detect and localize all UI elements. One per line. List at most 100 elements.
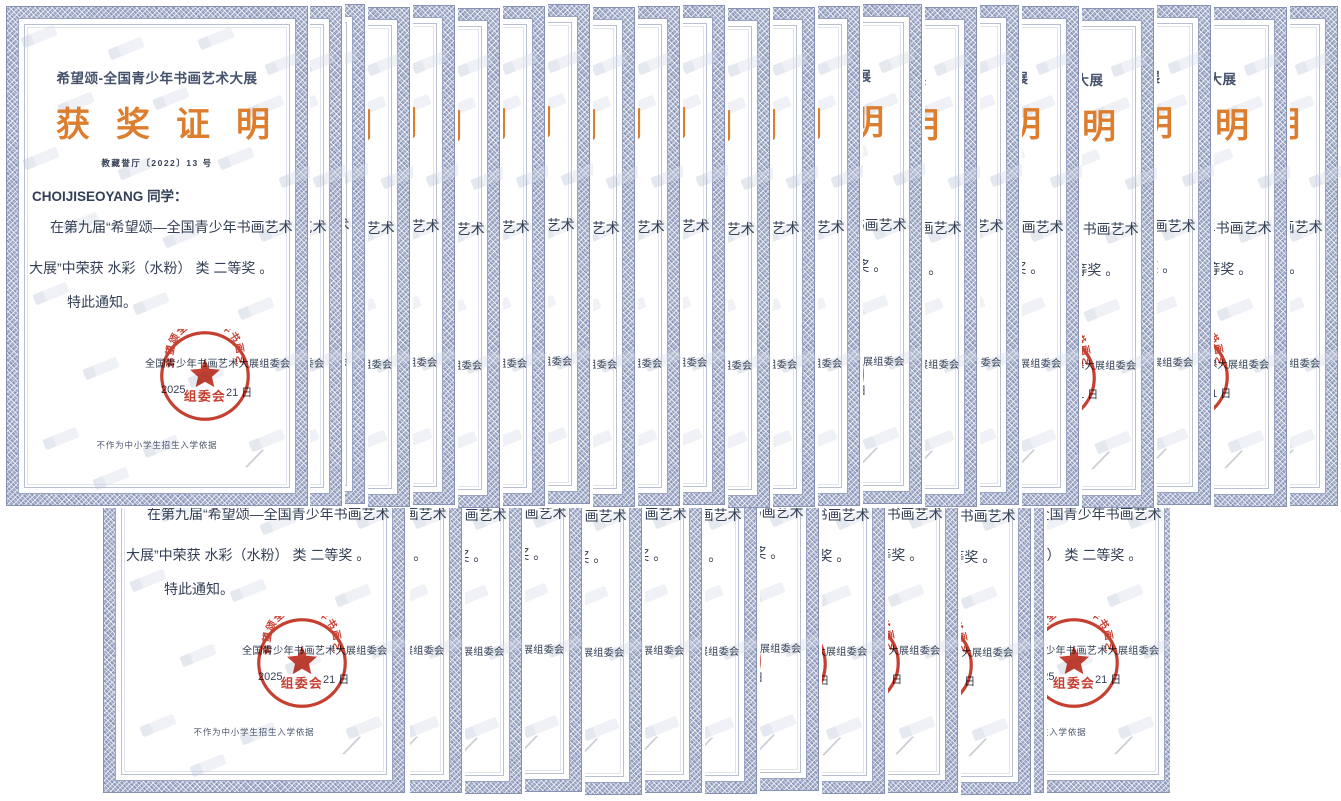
certificate: 希望颂-全国青少年书画艺术大展 获奖证明 教藏誉厅〔2022〕13 号 CHOI… [925,4,980,508]
certificate-strip[interactable]: 希望颂-全国青少年书画艺术大展 获奖证明 教藏誉厅〔2022〕13 号 CHOI… [345,3,368,508]
footer-note: 不作为中小学生招生入学依据 [413,438,458,450]
svg-text:希望颂全国青少年书画艺术大展: 希望颂全国青少年书画艺术大展 [961,618,970,658]
stamp-star-icon [287,646,317,675]
date-year: 2025 [161,384,186,396]
doc-number: 教藏誉厅〔2022〕13 号 [458,159,503,171]
body-line-2: 大展”中荣获 水彩（水粉） 类 二等奖 。 [961,549,997,565]
certificate-strip[interactable]: 希望颂-全国青少年书画艺术大展 获奖证明 教藏誉厅〔2022〕13 号 CHOI… [773,3,818,508]
body-line-1: 在第九届“希望颂—全国青少年书画艺术 [368,220,395,236]
certificate-inner-frame [345,22,347,486]
stamp-center-text: 组委会 [184,388,226,403]
watermark-badge [818,296,827,321]
exhibition-title: 希望颂-全国青少年书画艺术大展 [56,71,258,86]
certificate-strip[interactable]: 希望颂-全国青少年书画艺术大展 获奖证明 教藏誉厅〔2022〕13 号 CHOI… [1034,508,1047,801]
certificate-strip[interactable]: 希望颂-全国青少年书画艺术大展 获奖证明 教藏誉厅〔2022〕13 号 CHOI… [310,3,345,508]
body-line-2: 大展”中荣获 水彩（水粉） 类 二等奖 。 [1214,261,1253,277]
certificate-border [1022,6,1079,506]
body-line-1: 在第九届“希望颂—全国青少年书画艺术 [728,221,755,237]
certificate-strip[interactable]: 希望颂-全国青少年书画艺术大展 获奖证明 教藏誉厅〔2022〕13 号 CHOI… [863,3,925,508]
certificate-strip[interactable]: 希望颂-全国青少年书画艺术大展 获奖证明 教藏誉厅〔2022〕13 号 CHOI… [1214,3,1290,508]
certificate-border [6,6,308,506]
certificate-strip[interactable]: 希望颂-全国青少年书画艺术大展 获奖证明 教藏誉厅〔2022〕13 号 CHOI… [410,508,465,801]
stamp-center-text: 组委会 [281,675,323,690]
committee-signature: 全国青少年书画艺术大展组委会 [585,648,625,659]
body-line-2: 大展”中荣获 水彩（水粉） 类 二等奖 。 [728,260,735,280]
certificate-strip[interactable]: 希望颂-全国青少年书画艺术大展 获奖证明 教藏誉厅〔2022〕13 号 CHOI… [368,3,413,508]
watermark-badge [1106,583,1144,608]
certificate-strip[interactable]: 希望颂-全国青少年书画艺术大展 获奖证明 教藏誉厅〔2022〕13 号 CHOI… [683,3,728,508]
committee-signature: 全国青少年书画艺术大展组委会 [465,647,505,658]
certificate-inner-frame [1022,24,1061,488]
certificate-front[interactable]: 希望颂-全国青少年书画艺术大展 获奖证明 教藏誉厅〔2022〕13 号 CHOI… [3,3,310,508]
certificate-strip[interactable]: 希望颂-全国青少年书画艺术大展 获奖证明 教藏誉厅〔2022〕13 号 CHOI… [1022,3,1082,508]
footer-note: 不作为中小学生招生入学依据 [593,440,638,452]
certificate-strip[interactable]: 希望颂-全国青少年书画艺术大展 获奖证明 教藏誉厅〔2022〕13 号 CHOI… [980,3,1022,508]
certificate: 希望颂-全国青少年书画艺术大展 获奖证明 教藏誉厅〔2022〕13 号 CHOI… [773,4,818,508]
certificate-strip[interactable]: 希望颂-全国青少年书画艺术大展 获奖证明 教藏誉厅〔2022〕13 号 CHOI… [638,3,683,508]
award-heading: 获奖证明 [56,106,296,144]
certificate: 希望颂-全国青少年书画艺术大展 获奖证明 教藏誉厅〔2022〕13 号 CHOI… [410,508,465,796]
certificate-strip[interactable]: 希望颂-全国青少年书画艺术大展 获奖证明 教藏誉厅〔2022〕13 号 CHOI… [728,3,773,508]
stamp-star-icon [190,359,220,388]
footer-note: 不作为中小学生招生入学依据 [368,440,413,452]
award-heading: 获奖证明 [413,96,443,145]
footer-note: 不作为中小学生招生入学依据 [683,438,728,450]
exhibition-title: 希望颂-全国青少年书画艺术大展 [1082,73,1104,88]
stamp-ring-text: 希望颂全国青少年书画艺术大展 [961,618,969,658]
watermark-badge [20,24,58,49]
certificate-strip[interactable]: 希望颂-全国青少年书画艺术大展 获奖证明 教藏誉厅〔2022〕13 号 CHOI… [818,3,863,508]
watermark-badge [197,26,235,51]
committee-stamp: 希望颂全国青少年书画艺术大展 组委会 [585,618,586,712]
certificate-strip[interactable]: 希望颂-全国青少年书画艺术大展 获奖证明 教藏誉厅〔2022〕13 号 CHOI… [465,508,525,801]
certificate-strip[interactable]: 希望颂-全国青少年书画艺术大展 获奖证明 教藏誉厅〔2022〕13 号 CHOI… [548,3,593,508]
certificate-strip[interactable]: 希望颂-全国青少年书画艺术大展 获奖证明 教藏誉厅〔2022〕13 号 CHOI… [1047,508,1170,801]
award-heading: 获奖证明 [458,99,488,148]
watermark-badge [683,295,692,320]
certificate-border [525,508,582,792]
body-line-2: 大展”中荣获 水彩（水粉） 类 二等奖 。 [705,548,723,564]
committee-stamp: 希望颂全国青少年书画艺术大展 组委会 [1047,616,1119,708]
certificate-strip[interactable]: 希望颂-全国青少年书画艺术大展 获奖证明 教藏誉厅〔2022〕13 号 CHOI… [525,508,585,801]
body-line-1: 在第九届“希望颂—全国青少年书画艺术 [1082,221,1139,237]
certificate-strip[interactable]: 希望颂-全国青少年书画艺术大展 获奖证明 教藏誉厅〔2022〕13 号 CHOI… [503,3,548,508]
doc-number: 教藏誉厅〔2022〕13 号 [310,157,345,169]
stamp-center-text: 组委会 [1053,675,1095,690]
certificate-strip[interactable]: 希望颂-全国青少年书画艺术大展 获奖证明 教藏誉厅〔2022〕13 号 CHOI… [925,3,980,508]
certificate-strip[interactable]: 希望颂-全国青少年书画艺术大展 获奖证明 教藏誉厅〔2022〕13 号 CHOI… [645,508,705,801]
certificate-strip[interactable]: 希望颂-全国青少年书画艺术大展 获奖证明 教藏誉厅〔2022〕13 号 CHOI… [593,3,638,508]
certificate: 希望颂-全国青少年书画艺术大展 获奖证明 教藏誉厅〔2022〕13 号 CHOI… [345,3,368,507]
certificate-strip[interactable]: 希望颂-全国青少年书画艺术大展 获奖证明 教藏誉厅〔2022〕13 号 CHOI… [413,3,458,508]
exhibition-title: 希望颂-全国青少年书画艺术大展 [503,67,548,87]
date-day: 21 日 [585,673,586,689]
certificate-strip[interactable]: 希望颂-全国青少年书画艺术大展 获奖证明 教藏誉厅〔2022〕13 号 CHOI… [961,508,1034,801]
watermark-badge [107,36,145,61]
certificate-inner-frame [368,25,392,489]
certificate-strip[interactable]: 希望颂-全国青少年书画艺术大展 获奖证明 教藏誉厅〔2022〕13 号 CHOI… [888,508,961,801]
footer-note: 不作为中小学生招生入学依据 [96,440,218,450]
certificate-strip[interactable]: 希望颂-全国青少年书画艺术大展 获奖证明 教藏誉厅〔2022〕13 号 CHOI… [1082,3,1157,508]
certificate: 希望颂-全国青少年书画艺术大展 获奖证明 教藏誉厅〔2022〕13 号 CHOI… [1214,4,1290,508]
certificate-border [980,5,1019,505]
certificate-strip[interactable]: 希望颂-全国青少年书画艺术大展 获奖证明 教藏誉厅〔2022〕13 号 CHOI… [760,508,822,801]
certificate-strip[interactable]: 希望颂-全国青少年书画艺术大展 获奖证明 教藏誉厅〔2022〕13 号 CHOI… [822,508,888,801]
certificate-strip[interactable]: 希望颂-全国青少年书画艺术大展 获奖证明 教藏誉厅〔2022〕13 号 CHOI… [1290,3,1341,508]
certificate-front[interactable]: 希望颂-全国青少年书画艺术大展 获奖证明 教藏誉厅〔2022〕13 号 CHOI… [100,508,410,801]
committee-stamp: 希望颂全国青少年书画艺术大展 组委会 [255,616,347,708]
body-line-2: 大展”中荣获 水彩（水粉） 类 二等奖 。 [525,546,548,562]
committee-signature: 全国青少年书画艺术大展组委会 [1214,360,1270,371]
watermark-badge [413,295,422,320]
doc-number: 教藏誉厅〔2022〕13 号 [345,155,368,167]
certificate-border [1214,7,1287,507]
certificate: 希望颂-全国青少年书画艺术大展 获奖证明 教藏誉厅〔2022〕13 号 CHOI… [888,508,961,796]
certificate-strip[interactable]: 希望颂-全国青少年书画艺术大展 获奖证明 教藏誉厅〔2022〕13 号 CHOI… [1157,3,1214,508]
svg-text:希望颂全国青少年书画艺术大展: 希望颂全国青少年书画艺术大展 [255,616,344,656]
certificate-strip[interactable]: 希望颂-全国青少年书画艺术大展 获奖证明 教藏誉厅〔2022〕13 号 CHOI… [705,508,760,801]
footer-note: 不作为中小学生招生入学依据 [1047,727,1087,737]
body-line-3: 特此通知。 [164,581,234,597]
watermark-badge [32,281,70,306]
certificate-strip[interactable]: 希望颂-全国青少年书画艺术大展 获奖证明 教藏誉厅〔2022〕13 号 CHOI… [585,508,645,801]
watermark-badge [1216,297,1254,322]
award-heading: 获奖证明 [1022,106,1067,144]
svg-text:希望颂全国青少年书画艺术大展: 希望颂全国青少年书画艺术大展 [888,616,897,656]
certificate-strip[interactable]: 希望颂-全国青少年书画艺术大展 获奖证明 教藏誉厅〔2022〕13 号 CHOI… [458,3,503,508]
